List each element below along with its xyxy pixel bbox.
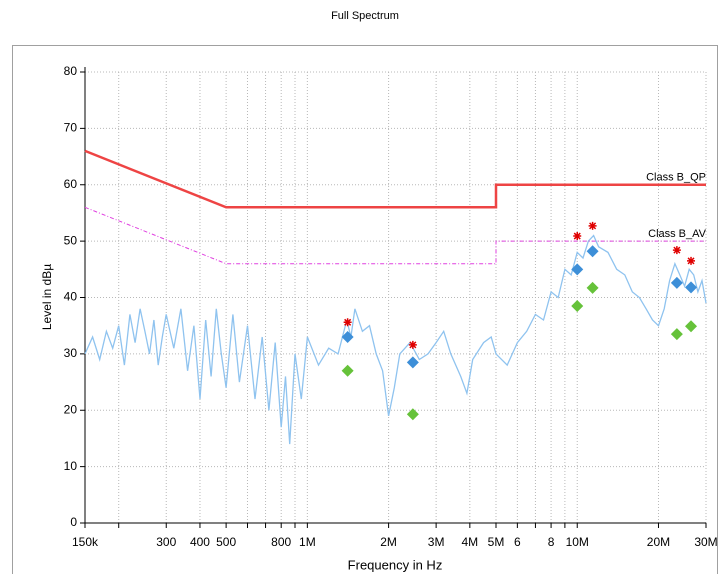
x-tick-label: 5M xyxy=(488,535,505,549)
x-tick-label: 10M xyxy=(566,535,589,549)
x-tick-label: 500 xyxy=(216,535,236,549)
limit-line xyxy=(84,149,706,209)
peak-marker xyxy=(588,221,597,230)
x-tick-label: 8 xyxy=(548,535,555,549)
diamond-marker xyxy=(571,263,584,276)
peak-marker xyxy=(408,340,417,349)
y-axis-label: Level in dBµ xyxy=(40,264,54,330)
series-label: Class B_AV xyxy=(648,228,707,240)
x-tick-label: 4M xyxy=(462,535,479,549)
diamond-marker xyxy=(571,299,584,312)
y-tick-label: 60 xyxy=(64,177,78,191)
y-tick-label: 80 xyxy=(64,64,78,78)
peak-marker xyxy=(687,256,696,265)
x-tick-label: 2M xyxy=(380,535,397,549)
x-tick-label: 400 xyxy=(190,535,210,549)
limit-line xyxy=(84,206,706,265)
y-tick-label: 50 xyxy=(64,233,78,247)
peak-marker xyxy=(573,232,582,241)
x-tick-label: 1M xyxy=(299,535,316,549)
diamond-marker xyxy=(406,408,419,421)
diamond-marker xyxy=(341,364,354,377)
y-tick-label: 10 xyxy=(64,459,78,473)
x-tick-label: 150k xyxy=(72,535,99,549)
y-tick-label: 30 xyxy=(64,346,78,360)
peak-marker xyxy=(672,246,681,255)
peak-marker xyxy=(343,318,352,327)
frame xyxy=(12,45,718,574)
diamond-marker xyxy=(685,320,698,333)
x-tick-label: 6 xyxy=(514,535,521,549)
diamond-marker xyxy=(406,356,419,369)
y-tick-label: 70 xyxy=(64,121,78,135)
x-tick-label: 800 xyxy=(271,535,291,549)
x-tick-label: 3M xyxy=(428,535,445,549)
y-tick-label: 0 xyxy=(70,515,77,529)
diamond-marker xyxy=(586,245,599,258)
diamond-marker xyxy=(341,330,354,343)
series-label: Class B_QP xyxy=(646,172,706,184)
y-tick-label: 40 xyxy=(64,290,78,304)
x-tick-label: 20M xyxy=(647,535,670,549)
diamond-marker xyxy=(685,281,698,294)
x-tick-label: 300 xyxy=(156,535,176,549)
x-tick-label: 30M xyxy=(694,535,717,549)
x-axis-label: Frequency in Hz xyxy=(348,557,443,572)
diamond-marker xyxy=(670,276,683,289)
diamond-marker xyxy=(670,328,683,341)
chart-title: Full Spectrum xyxy=(331,10,399,22)
diamond-marker xyxy=(586,281,599,294)
y-tick-label: 20 xyxy=(64,402,78,416)
spectrum-trace xyxy=(84,234,707,445)
